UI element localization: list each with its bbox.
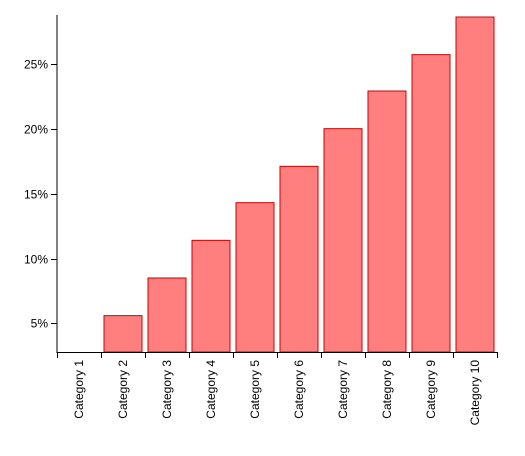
bar-7 <box>323 128 363 353</box>
bar-4 <box>191 239 231 353</box>
x-tick-label-10: Category 10 <box>468 360 482 426</box>
x-tick-label-4: Category 4 <box>204 360 218 419</box>
y-tick-label-15: 15% <box>24 188 48 202</box>
x-tick-label-8: Category 8 <box>380 360 394 419</box>
x-tick-label-9: Category 9 <box>424 360 438 419</box>
y-axis: 5% 10% 15% 20% 25% <box>24 15 58 353</box>
bar-10 <box>455 16 495 353</box>
x-tick-label-1: Category 1 <box>72 360 86 419</box>
bar-2 <box>103 315 143 353</box>
x-axis: Category 1 Category 2 Category 3 Category 4… <box>57 352 498 425</box>
x-tick-label-2: Category 2 <box>116 360 130 419</box>
y-tick-label-5: 5% <box>31 317 49 331</box>
x-tick-label-5: Category 5 <box>248 360 262 419</box>
x-tick-label-3: Category 3 <box>160 360 174 419</box>
bar-9 <box>411 54 451 353</box>
y-tick-label-10: 10% <box>24 253 48 267</box>
bar-8 <box>367 90 407 353</box>
bar-3 <box>147 277 187 353</box>
x-tick-label-6: Category 6 <box>292 360 306 419</box>
bars-group <box>103 16 495 353</box>
bar-5 <box>235 202 275 353</box>
y-tick-label-25: 25% <box>24 58 48 72</box>
y-tick-label-20: 20% <box>24 123 48 137</box>
x-tick-label-7: Category 7 <box>336 360 350 419</box>
bar-6 <box>279 165 319 353</box>
